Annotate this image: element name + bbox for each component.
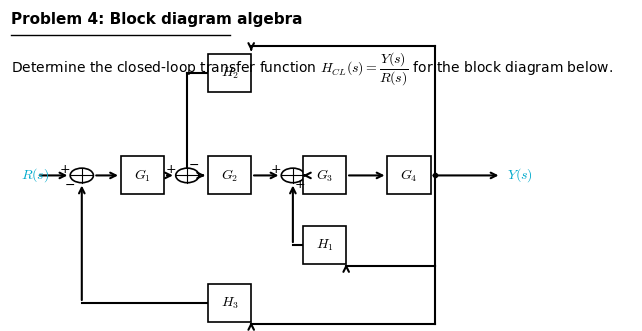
Text: $R(s)$: $R(s)$ xyxy=(21,166,49,184)
Text: −: − xyxy=(189,160,199,172)
Circle shape xyxy=(70,168,93,183)
Text: $G_2$: $G_2$ xyxy=(221,167,238,184)
Text: $Y(s)$: $Y(s)$ xyxy=(507,166,533,184)
Text: $G_4$: $G_4$ xyxy=(400,167,418,184)
Text: $G_1$: $G_1$ xyxy=(134,167,151,184)
Bar xyxy=(121,157,164,195)
Text: +: + xyxy=(271,163,281,175)
Bar xyxy=(208,54,251,92)
Text: $H_1$: $H_1$ xyxy=(316,237,333,253)
Text: +: + xyxy=(60,163,70,175)
Bar xyxy=(208,284,251,322)
Text: −: − xyxy=(65,178,75,191)
Text: Problem 4: Block diagram algebra: Problem 4: Block diagram algebra xyxy=(10,12,302,26)
Text: +: + xyxy=(294,178,305,191)
Text: $H_2$: $H_2$ xyxy=(221,65,238,80)
Circle shape xyxy=(281,168,304,183)
Text: $G_3$: $G_3$ xyxy=(316,167,333,184)
Text: +: + xyxy=(165,163,176,175)
Text: Determine the closed-loop transfer function $H_{CL}(s) = \dfrac{Y(s)}{R(s)}$ for: Determine the closed-loop transfer funct… xyxy=(10,51,612,88)
Bar xyxy=(208,157,251,195)
Text: $H_3$: $H_3$ xyxy=(221,295,239,310)
Bar xyxy=(303,157,346,195)
Bar xyxy=(303,226,346,264)
Bar xyxy=(387,157,431,195)
Circle shape xyxy=(176,168,199,183)
